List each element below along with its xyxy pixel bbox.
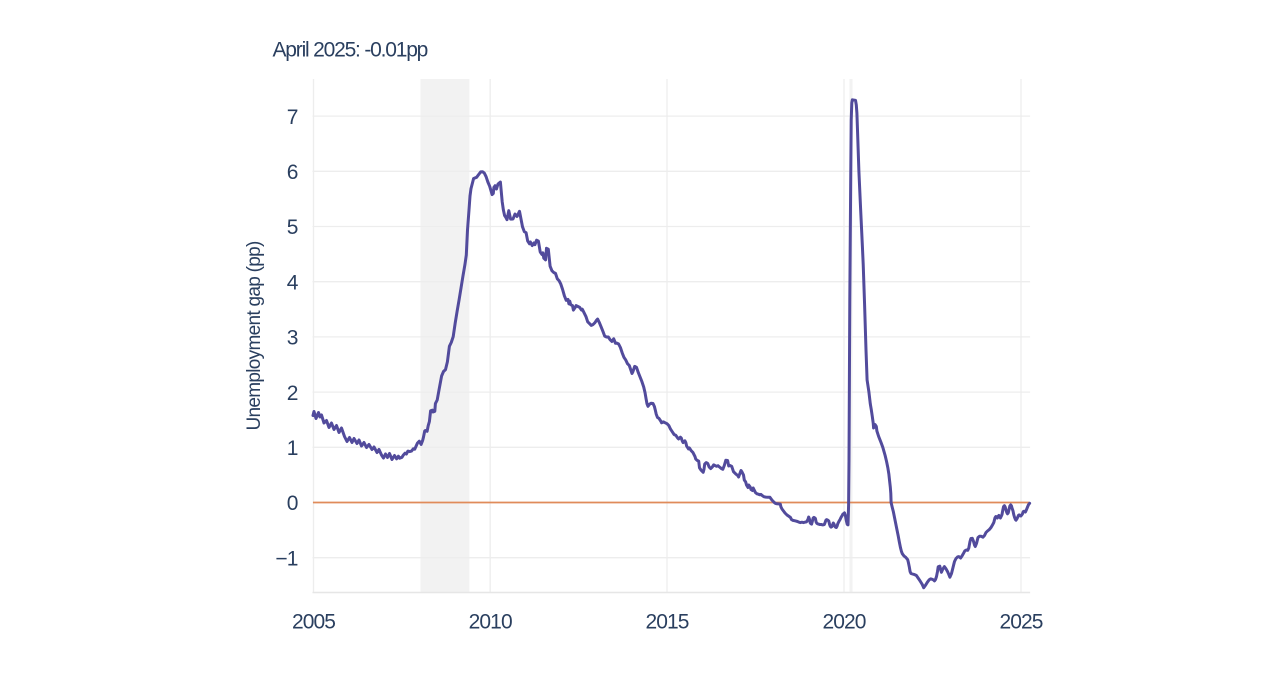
svg-text:6: 6	[287, 161, 298, 184]
svg-text:April 2025: -0.01pp: April 2025: -0.01pp	[273, 39, 428, 62]
svg-text:1: 1	[287, 437, 298, 460]
svg-text:2010: 2010	[469, 611, 512, 634]
svg-text:3: 3	[287, 327, 298, 350]
svg-text:2020: 2020	[822, 611, 865, 634]
svg-text:2: 2	[287, 382, 298, 405]
svg-text:4: 4	[287, 271, 299, 294]
svg-text:−1: −1	[275, 547, 297, 570]
svg-text:2015: 2015	[645, 611, 688, 634]
svg-text:2025: 2025	[999, 611, 1042, 634]
svg-text:7: 7	[287, 106, 298, 129]
svg-text:0: 0	[287, 492, 298, 515]
svg-text:5: 5	[287, 216, 298, 239]
svg-text:2005: 2005	[292, 611, 335, 634]
svg-text:Unemployment gap (pp): Unemployment gap (pp)	[244, 241, 265, 430]
